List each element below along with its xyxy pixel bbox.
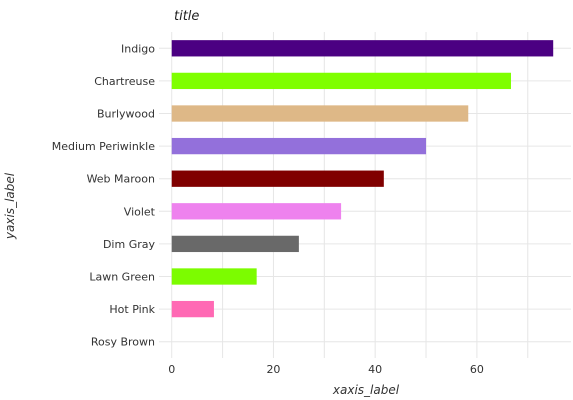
y-tick-label: Rosy Brown <box>91 336 155 349</box>
bar-indigo <box>172 40 553 56</box>
x-tick-label: 20 <box>266 363 280 376</box>
y-tick-label: Violet <box>124 205 156 218</box>
bar-web-maroon <box>172 171 384 187</box>
y-axis-title: yaxis_label <box>3 172 17 240</box>
bar-hot-pink <box>172 301 214 317</box>
chart-title: title <box>174 9 199 24</box>
bar-chartreuse <box>172 73 511 89</box>
y-tick-label: Dim Gray <box>103 238 156 251</box>
y-tick-label: Hot Pink <box>109 303 155 316</box>
x-tick-label: 40 <box>368 363 382 376</box>
bar-dim-gray <box>172 236 299 252</box>
y-tick-labels: Rosy Brown Hot Pink Lawn Green Dim Gray Viol… <box>52 42 156 348</box>
bar-burlywood <box>172 105 469 121</box>
y-tick-label: Lawn Green <box>89 271 155 284</box>
y-tick-label: Web Maroon <box>87 173 155 186</box>
x-tick-label: 0 <box>168 363 175 376</box>
bar-medium-periwinkle <box>172 138 426 154</box>
y-tick-label: Chartreuse <box>94 75 155 88</box>
y-tick-label: Burlywood <box>97 108 155 121</box>
bar-lawn-green <box>172 268 257 284</box>
x-tick-label: 60 <box>470 363 484 376</box>
y-tick-label: Medium Periwinkle <box>52 140 156 153</box>
x-axis-title: xaxis_label <box>332 383 400 397</box>
bar-violet <box>172 203 341 219</box>
y-tick-label: Indigo <box>121 42 155 55</box>
x-tick-labels: 0 20 40 60 <box>168 363 484 376</box>
